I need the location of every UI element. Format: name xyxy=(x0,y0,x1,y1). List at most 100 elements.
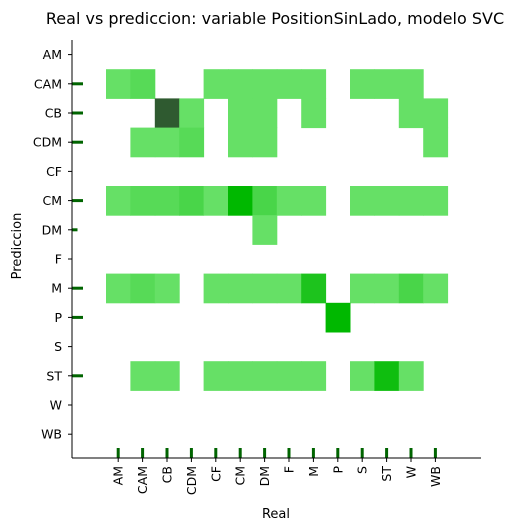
y-tick-label: S xyxy=(54,339,62,354)
heatmap-cell xyxy=(350,186,375,216)
heatmap-cell xyxy=(374,273,400,304)
heatmap-cell xyxy=(276,273,302,304)
heatmap-cell xyxy=(154,98,180,129)
y-marginal-tick xyxy=(72,199,83,203)
x-marginal-tick xyxy=(336,448,340,458)
x-marginal-tick xyxy=(385,448,389,458)
heatmap-cell xyxy=(203,273,229,304)
heatmap-cell xyxy=(398,98,424,129)
heatmap-cell xyxy=(203,361,229,391)
x-marginal-tick xyxy=(141,448,145,458)
heatmap-cell xyxy=(130,127,156,158)
heatmap-cell xyxy=(179,98,205,129)
x-marginal-tick xyxy=(360,448,364,458)
y-axis-label: Prediccion xyxy=(10,213,25,280)
x-tick-label: AM xyxy=(111,466,126,485)
y-marginal-tick xyxy=(72,140,83,144)
heatmap-cell xyxy=(228,127,253,158)
heatmap-cell xyxy=(252,273,278,304)
y-tick-label: WB xyxy=(41,427,62,442)
x-marginal-tick xyxy=(311,448,315,458)
y-tick-label: DM xyxy=(42,222,62,237)
x-tick-label: P xyxy=(330,466,345,474)
heatmap-cell xyxy=(130,186,156,216)
x-tick-label: CAM xyxy=(135,466,150,494)
x-marginal-tick xyxy=(214,448,218,458)
x-tick-label: DM xyxy=(257,466,272,486)
heatmap-cell xyxy=(154,361,180,391)
heatmap-cell xyxy=(106,273,131,304)
heatmap-cell xyxy=(423,186,449,216)
heatmap-cell xyxy=(228,361,253,391)
heatmap-cell xyxy=(301,273,327,304)
y-tick-label: W xyxy=(50,398,62,413)
heatmap-cell xyxy=(130,273,156,304)
x-tick-label: S xyxy=(355,466,370,474)
heatmap-cell xyxy=(154,186,180,216)
x-marginal-tick xyxy=(238,448,242,458)
marginal-ticks xyxy=(72,82,437,458)
heatmap-cell xyxy=(252,98,278,129)
heatmap-cells xyxy=(106,69,449,391)
heatmap-cell xyxy=(252,361,278,391)
x-tick-label: WB xyxy=(428,466,443,487)
heatmap-cell xyxy=(374,361,400,391)
x-tick-label: CB xyxy=(160,466,175,483)
heatmap-cell xyxy=(130,69,156,99)
heatmap-cell xyxy=(350,69,375,99)
y-marginal-tick xyxy=(72,82,83,86)
heatmap-cell xyxy=(106,69,131,99)
heatmap-cell xyxy=(179,186,205,216)
heatmap-cell xyxy=(228,186,253,216)
y-tick-label: F xyxy=(55,252,62,267)
x-tick-label: ST xyxy=(379,466,394,482)
y-tick-label: ST xyxy=(46,368,62,383)
x-tick-label: W xyxy=(404,466,419,478)
y-marginal-tick xyxy=(72,374,83,378)
y-tick-label: P xyxy=(54,310,62,325)
y-marginal-tick xyxy=(72,228,78,232)
heatmap-cell xyxy=(301,361,327,391)
heatmap-cell xyxy=(179,127,205,158)
y-tick-label: CDM xyxy=(33,135,62,150)
y-marginal-tick xyxy=(72,286,83,290)
x-marginal-tick xyxy=(189,448,193,458)
heatmap-cell xyxy=(276,69,302,99)
heatmap-cell xyxy=(276,186,302,216)
heatmap-cell xyxy=(398,273,424,304)
heatmap-cell xyxy=(203,69,229,99)
heatmap-cell xyxy=(301,186,327,216)
heatmap-cell xyxy=(398,69,424,99)
y-marginal-tick xyxy=(72,315,83,319)
heatmap-cell xyxy=(423,127,449,158)
heatmap-cell xyxy=(374,186,400,216)
heatmap-cell xyxy=(154,127,180,158)
heatmap-cell xyxy=(301,98,327,129)
heatmap-cell xyxy=(252,186,278,216)
x-marginal-tick xyxy=(116,448,120,458)
heatmap-cell xyxy=(301,69,327,99)
chart-title: Real vs prediccion: variable PositionSin… xyxy=(46,9,504,28)
y-tick-label: CM xyxy=(42,193,62,208)
heatmap-cell xyxy=(203,186,229,216)
heatmap-cell xyxy=(350,273,375,304)
x-marginal-tick xyxy=(263,448,267,458)
heatmap-cell xyxy=(423,273,449,304)
x-marginal-tick xyxy=(409,448,413,458)
heatmap-cell xyxy=(252,127,278,158)
heatmap-cell xyxy=(350,361,375,391)
heatmap-cell xyxy=(252,69,278,99)
x-tick-label: CDM xyxy=(184,466,199,495)
heatmap-cell xyxy=(252,215,278,245)
heatmap-cell xyxy=(398,186,424,216)
x-tick-label: F xyxy=(282,466,297,473)
heatmap-cell xyxy=(130,361,156,391)
heatmap-cell xyxy=(423,98,449,129)
x-tick-label: CM xyxy=(233,466,248,486)
y-tick-label: CAM xyxy=(34,76,62,91)
x-tick-label: CF xyxy=(208,466,223,482)
y-marginal-tick xyxy=(72,111,83,115)
heatmap-cell xyxy=(374,69,400,99)
